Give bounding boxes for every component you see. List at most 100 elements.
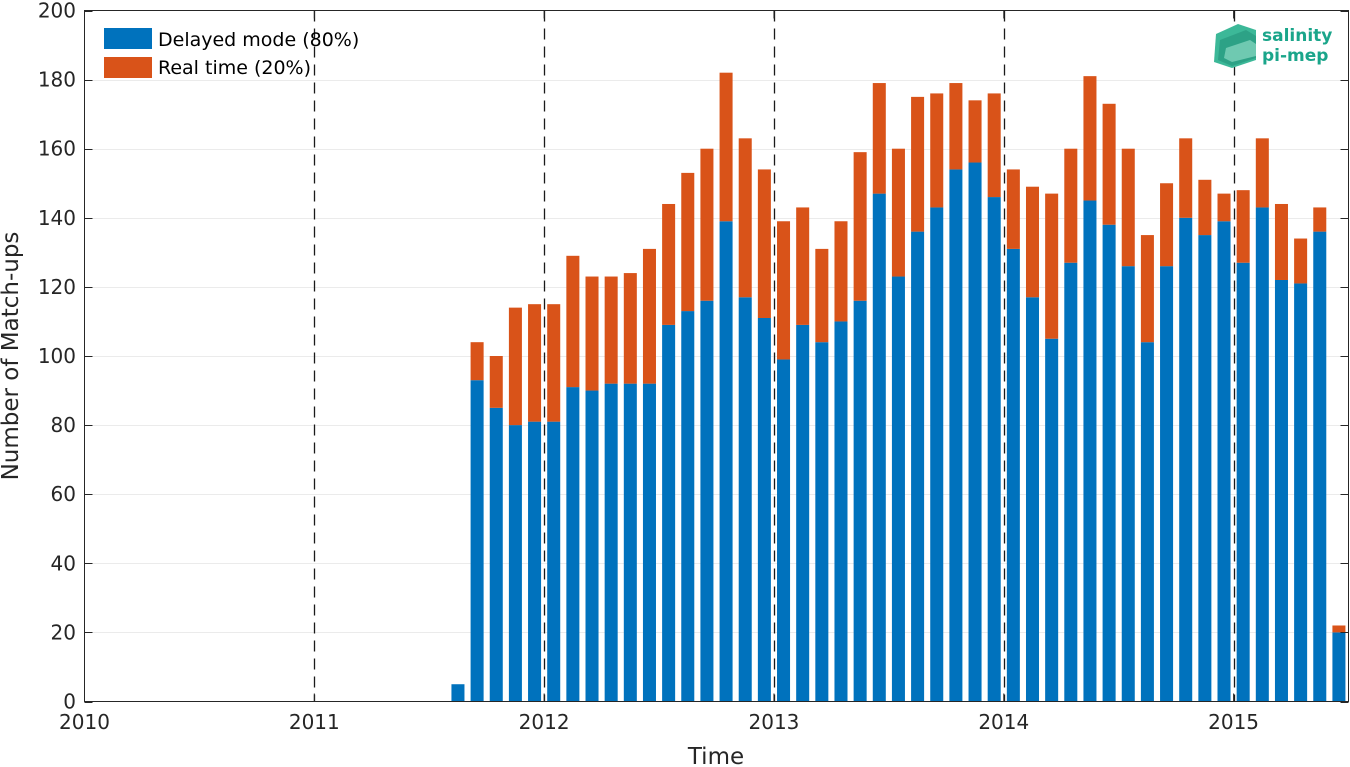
bar-delayed-mode xyxy=(1045,338,1059,702)
bar-real-time xyxy=(642,248,656,384)
bar-real-time xyxy=(547,304,561,422)
y-tick-label: 200 xyxy=(38,0,76,23)
bar-delayed-mode xyxy=(566,387,580,702)
bar-real-time xyxy=(1140,235,1154,343)
bar-delayed-mode xyxy=(1255,207,1269,702)
y-tick-label: 60 xyxy=(51,482,76,506)
logo-text-pimep: pi-mep xyxy=(1262,46,1328,66)
bar-real-time xyxy=(738,138,752,298)
bar-real-time xyxy=(834,221,848,322)
y-tick-label: 120 xyxy=(38,275,76,299)
bar-delayed-mode xyxy=(489,407,503,702)
bar-delayed-mode xyxy=(911,231,925,702)
y-tick-label: 20 xyxy=(51,620,76,644)
bar-delayed-mode xyxy=(1140,342,1154,702)
y-tick-label: 0 xyxy=(63,690,76,714)
bar-delayed-mode xyxy=(949,169,963,702)
bar-real-time xyxy=(1332,625,1346,633)
legend: Delayed mode (80%) Real time (20%) xyxy=(104,28,359,79)
bar-real-time xyxy=(489,356,503,408)
bar-delayed-mode xyxy=(777,359,791,702)
bar-delayed-mode xyxy=(719,221,733,702)
bar-delayed-mode xyxy=(470,380,484,702)
bar-delayed-mode xyxy=(681,311,695,702)
bar-delayed-mode xyxy=(1102,224,1116,702)
bar-real-time xyxy=(604,276,618,384)
bar-delayed-mode xyxy=(1025,297,1040,702)
bar-delayed-mode xyxy=(738,297,752,702)
bar-delayed-mode xyxy=(451,684,465,702)
bar-real-time xyxy=(1217,193,1231,222)
legend-label-delayed: Delayed mode (80%) xyxy=(158,29,359,51)
bar-delayed-mode xyxy=(1006,248,1020,702)
bar-delayed-mode xyxy=(1236,262,1250,702)
bar-delayed-mode xyxy=(872,193,886,702)
bar-real-time xyxy=(796,207,810,325)
bar-delayed-mode xyxy=(1198,235,1212,702)
x-tick-label: 2010 xyxy=(59,710,110,734)
legend-swatch-realtime xyxy=(104,57,152,78)
bar-real-time xyxy=(1121,148,1135,267)
bar-real-time xyxy=(566,255,580,388)
bar-delayed-mode xyxy=(987,197,1001,702)
bar-delayed-mode xyxy=(1313,231,1327,702)
bar-real-time xyxy=(1006,169,1020,249)
bar-real-time xyxy=(949,83,963,170)
bar-delayed-mode xyxy=(700,300,714,702)
bar-delayed-mode xyxy=(815,342,829,702)
bar-real-time xyxy=(662,203,676,325)
x-axis: 2010 2011 2012 2013 2014 2015 xyxy=(59,10,1259,734)
x-axis-title: Time xyxy=(687,744,744,767)
bar-real-time xyxy=(1313,207,1327,232)
bar-delayed-mode xyxy=(1274,279,1288,702)
bar-real-time xyxy=(1025,186,1040,298)
bar-delayed-mode xyxy=(508,425,522,702)
bar-real-time xyxy=(585,276,599,391)
bar-delayed-mode xyxy=(547,421,561,702)
bar-real-time xyxy=(853,152,867,301)
x-tick-label: 2013 xyxy=(749,710,800,734)
bar-delayed-mode xyxy=(891,276,905,702)
bar-delayed-mode xyxy=(1332,632,1346,702)
bar-real-time xyxy=(1274,203,1288,280)
bar-delayed-mode xyxy=(757,317,771,702)
bar-delayed-mode xyxy=(1121,266,1135,702)
bar-real-time xyxy=(815,248,829,343)
bar-real-time xyxy=(1255,138,1269,208)
legend-label-realtime: Real time (20%) xyxy=(158,57,311,79)
bar-delayed-mode xyxy=(1064,262,1078,702)
grid-lines xyxy=(84,80,1349,633)
bar-real-time xyxy=(891,148,905,277)
x-tick-label: 2012 xyxy=(519,710,570,734)
bars-group xyxy=(451,72,1346,702)
bar-delayed-mode xyxy=(968,162,982,702)
bar-real-time xyxy=(872,83,886,194)
year-separators xyxy=(313,10,1236,702)
bar-real-time xyxy=(968,100,982,163)
bar-delayed-mode xyxy=(1160,266,1174,702)
bar-real-time xyxy=(623,273,637,384)
bar-delayed-mode xyxy=(930,207,944,702)
y-axis-title: Number of Match-ups xyxy=(0,232,24,481)
y-tick-label: 80 xyxy=(51,413,76,437)
bar-real-time xyxy=(1045,193,1059,339)
bar-real-time xyxy=(700,148,714,301)
bar-real-time xyxy=(681,172,695,312)
bar-real-time xyxy=(987,93,1001,198)
bar-real-time xyxy=(719,72,733,222)
bar-delayed-mode xyxy=(604,383,618,702)
bar-real-time xyxy=(1236,190,1250,263)
x-tick-label: 2011 xyxy=(289,710,340,734)
bar-real-time xyxy=(911,96,925,232)
y-tick-label: 100 xyxy=(38,344,76,368)
bar-delayed-mode xyxy=(642,383,656,702)
bar-real-time xyxy=(1102,103,1116,225)
bar-real-time xyxy=(1083,76,1097,201)
legend-swatch-delayed xyxy=(104,28,152,49)
x-tick-label: 2014 xyxy=(978,710,1029,734)
salinity-pimep-logo: salinity pi-mep xyxy=(1214,24,1332,68)
bar-delayed-mode xyxy=(585,390,599,702)
y-tick-label: 160 xyxy=(38,137,76,161)
bar-delayed-mode xyxy=(834,321,848,702)
